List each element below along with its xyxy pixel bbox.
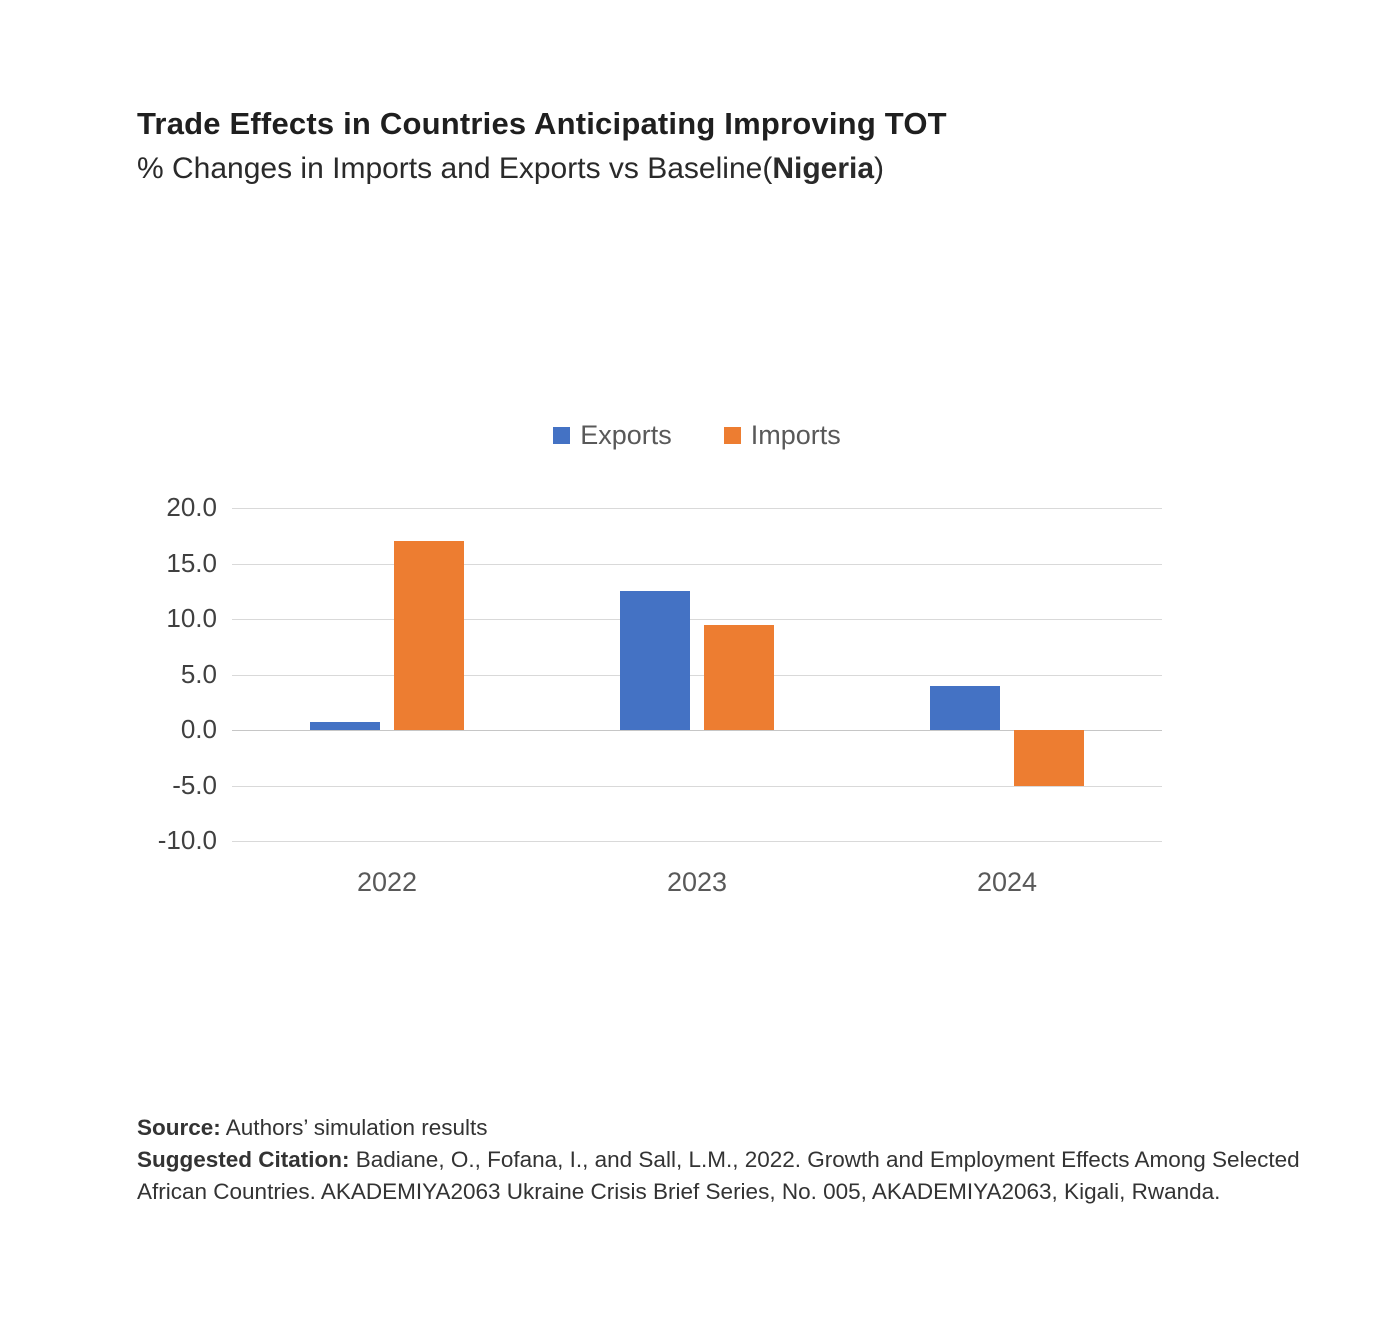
gridline--5.0 (232, 785, 1162, 787)
chart-subtitle: % Changes in Imports and Exports vs Base… (137, 152, 1237, 186)
legend-swatch-exports (553, 426, 571, 444)
legend-item-exports: Exports (553, 420, 672, 451)
citation-text: Badiane, O., Fofana, I., and Sall, L.M.,… (137, 1146, 1300, 1204)
gridline-15.0 (232, 563, 1162, 565)
gridline-20.0 (232, 508, 1162, 509)
bar-imports-2023 (704, 624, 774, 730)
source-label: Source: (137, 1115, 221, 1140)
source-line: Source: Authors’ simulation results (137, 1112, 1322, 1144)
chart-legend: Exports Imports (232, 418, 1162, 452)
bar-imports-2024 (1014, 730, 1084, 786)
y-axis-tick--10.0: -10.0 (157, 824, 217, 855)
y-axis-tick-15.0: 15.0 (166, 547, 217, 578)
y-axis-tick-20.0: 20.0 (166, 491, 217, 522)
chart-subtitle-country: Nigeria (772, 152, 875, 185)
gridline-5.0 (232, 674, 1162, 676)
chart-title: Trade Effects in Countries Anticipating … (137, 106, 947, 141)
legend-label-exports: Exports (580, 419, 672, 450)
citation-line: Suggested Citation: Badiane, O., Fofana,… (137, 1144, 1322, 1208)
citation-label: Suggested Citation: (137, 1146, 350, 1172)
plot-area: 20.0 15.0 10.0 5.0 0.0 -5.0 -10.0 2022 2023 2024 (158, 492, 1162, 897)
x-axis-label-2023: 2023 (666, 867, 728, 897)
bar-exports-2023 (620, 591, 690, 730)
y-axis-tick-10.0: 10.0 (166, 602, 217, 633)
chart-subtitle-suffix: ) (874, 152, 885, 185)
bar-exports-2024 (930, 685, 1000, 730)
legend-label-imports: Imports (750, 419, 841, 450)
gridline-0.0 (232, 730, 1162, 731)
x-axis-label-2022: 2022 (356, 867, 418, 897)
y-axis-tick-0.0: 0.0 (180, 713, 217, 744)
bar-exports-2022 (310, 722, 380, 730)
bar-chart: Exports Imports 20.0 15.0 10.0 5.0 0.0 -5.0 -1… (137, 418, 1167, 897)
y-axis-tick-5.0: 5.0 (180, 658, 217, 689)
source-text: Authors’ simulation results (220, 1115, 488, 1140)
gridline--10.0 (232, 841, 1162, 842)
legend-item-imports: Imports (723, 419, 841, 451)
x-axis-label-2024: 2024 (976, 867, 1038, 897)
y-axis-tick--5.0: -5.0 (172, 769, 217, 800)
chart-footer: Source: Authors’ simulation results Sugg… (137, 1112, 1322, 1208)
chart-header: Trade Effects in Countries Anticipating … (137, 106, 1237, 186)
bar-imports-2022 (394, 541, 464, 730)
legend-swatch-imports (723, 426, 741, 444)
gridline-10.0 (232, 619, 1162, 620)
chart-subtitle-prefix: % Changes in Imports and Exports vs Base… (137, 152, 773, 185)
